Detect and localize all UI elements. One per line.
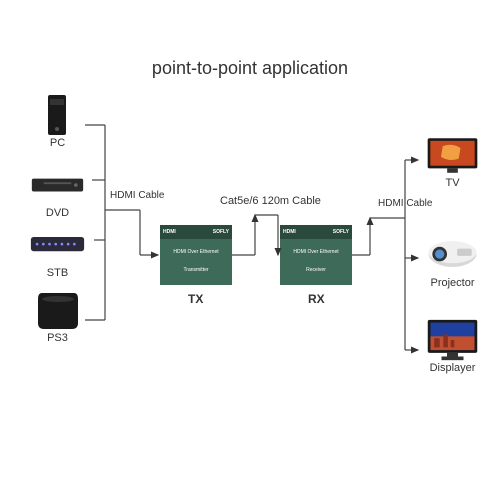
- projector-label: Projector: [425, 277, 480, 289]
- dvd-label: DVD: [30, 207, 85, 219]
- tx-brand2: SOFLY: [213, 229, 229, 235]
- cat5-label: Cat5e/6 120m Cable: [220, 195, 321, 207]
- rx-main: HDMI Over Ethernet: [280, 249, 352, 255]
- stb-label: STB: [30, 267, 85, 279]
- tv-label: TV: [425, 177, 480, 189]
- tx-sub: Transmitter: [160, 267, 232, 273]
- ps3-label: PS3: [30, 332, 85, 344]
- pc-label: PC: [30, 137, 85, 149]
- tx-label: TX: [188, 292, 203, 306]
- hdmi-left-label: HDMI Cable: [110, 190, 164, 201]
- tx-main: HDMI Over Ethernet: [160, 249, 232, 255]
- rx-sub: Receiver: [280, 267, 352, 273]
- device-projector: Projector: [425, 235, 480, 289]
- device-stb: STB: [30, 225, 85, 279]
- device-ps3: PS3: [30, 290, 85, 344]
- device-pc: PC: [30, 95, 85, 149]
- diagram-title: point-to-point application: [152, 58, 348, 79]
- rx-label: RX: [308, 292, 325, 306]
- rx-brand1: HDMI: [283, 229, 296, 235]
- device-dvd: DVD: [30, 165, 85, 219]
- tx-brand1: HDMI: [163, 229, 176, 235]
- device-displayer: Displayer: [425, 320, 480, 374]
- tx-box: HDMI SOFLY HDMI Over Ethernet Transmitte…: [160, 225, 232, 285]
- displayer-label: Displayer: [425, 362, 480, 374]
- hdmi-right-label: HDMI Cable: [378, 198, 432, 209]
- device-tv: TV: [425, 135, 480, 189]
- rx-brand2: SOFLY: [333, 229, 349, 235]
- rx-box: HDMI SOFLY HDMI Over Ethernet Receiver: [280, 225, 352, 285]
